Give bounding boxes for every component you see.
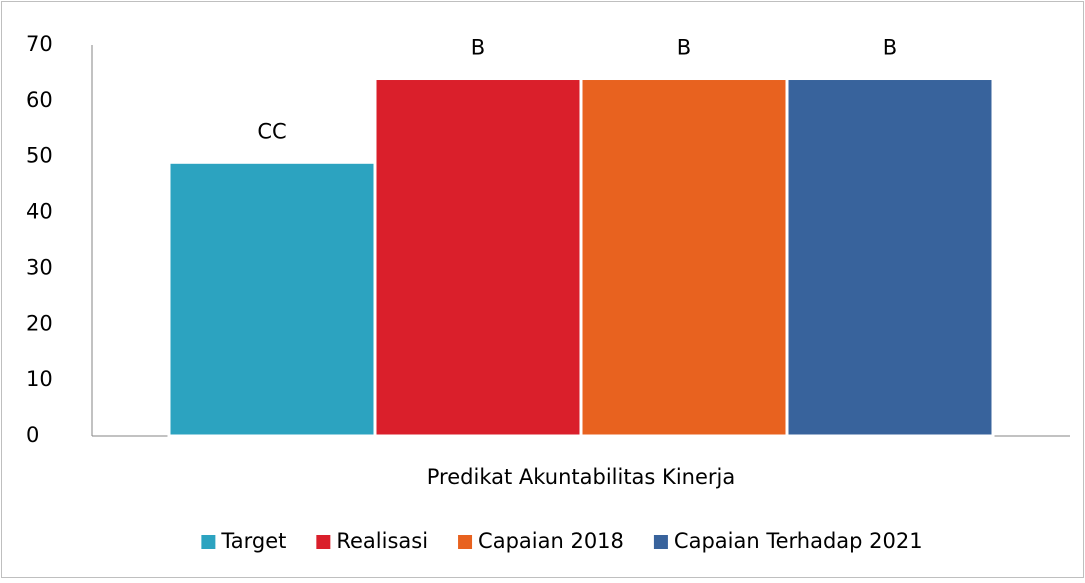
bar — [579, 77, 789, 438]
data-label: B — [471, 36, 485, 60]
bar — [373, 77, 583, 438]
legend-swatch — [201, 535, 216, 549]
x-tick-label: Predikat Akuntabilitas Kinerja — [427, 465, 735, 489]
y-tick-label: 10 — [26, 367, 53, 391]
legend-label: Target — [220, 529, 286, 553]
legend-label: Realisasi — [336, 529, 428, 553]
legend-label: Capaian Terhadap 2021 — [674, 529, 923, 553]
y-tick-label: 50 — [26, 144, 53, 168]
data-label: B — [677, 36, 691, 60]
bar — [785, 77, 995, 438]
legend-label: Capaian 2018 — [478, 529, 624, 553]
y-tick-label: 0 — [26, 423, 39, 447]
y-tick-label: 70 — [26, 32, 53, 56]
y-tick-label: 30 — [26, 255, 53, 279]
data-label: B — [883, 36, 897, 60]
legend-swatch — [316, 535, 331, 549]
y-tick-label: 40 — [26, 200, 53, 224]
y-tick-label: 60 — [26, 88, 53, 112]
legend-swatch — [653, 535, 668, 549]
data-label: CC — [257, 119, 286, 143]
y-tick-label: 20 — [26, 311, 53, 335]
legend-swatch — [458, 535, 473, 549]
bar — [167, 160, 377, 438]
